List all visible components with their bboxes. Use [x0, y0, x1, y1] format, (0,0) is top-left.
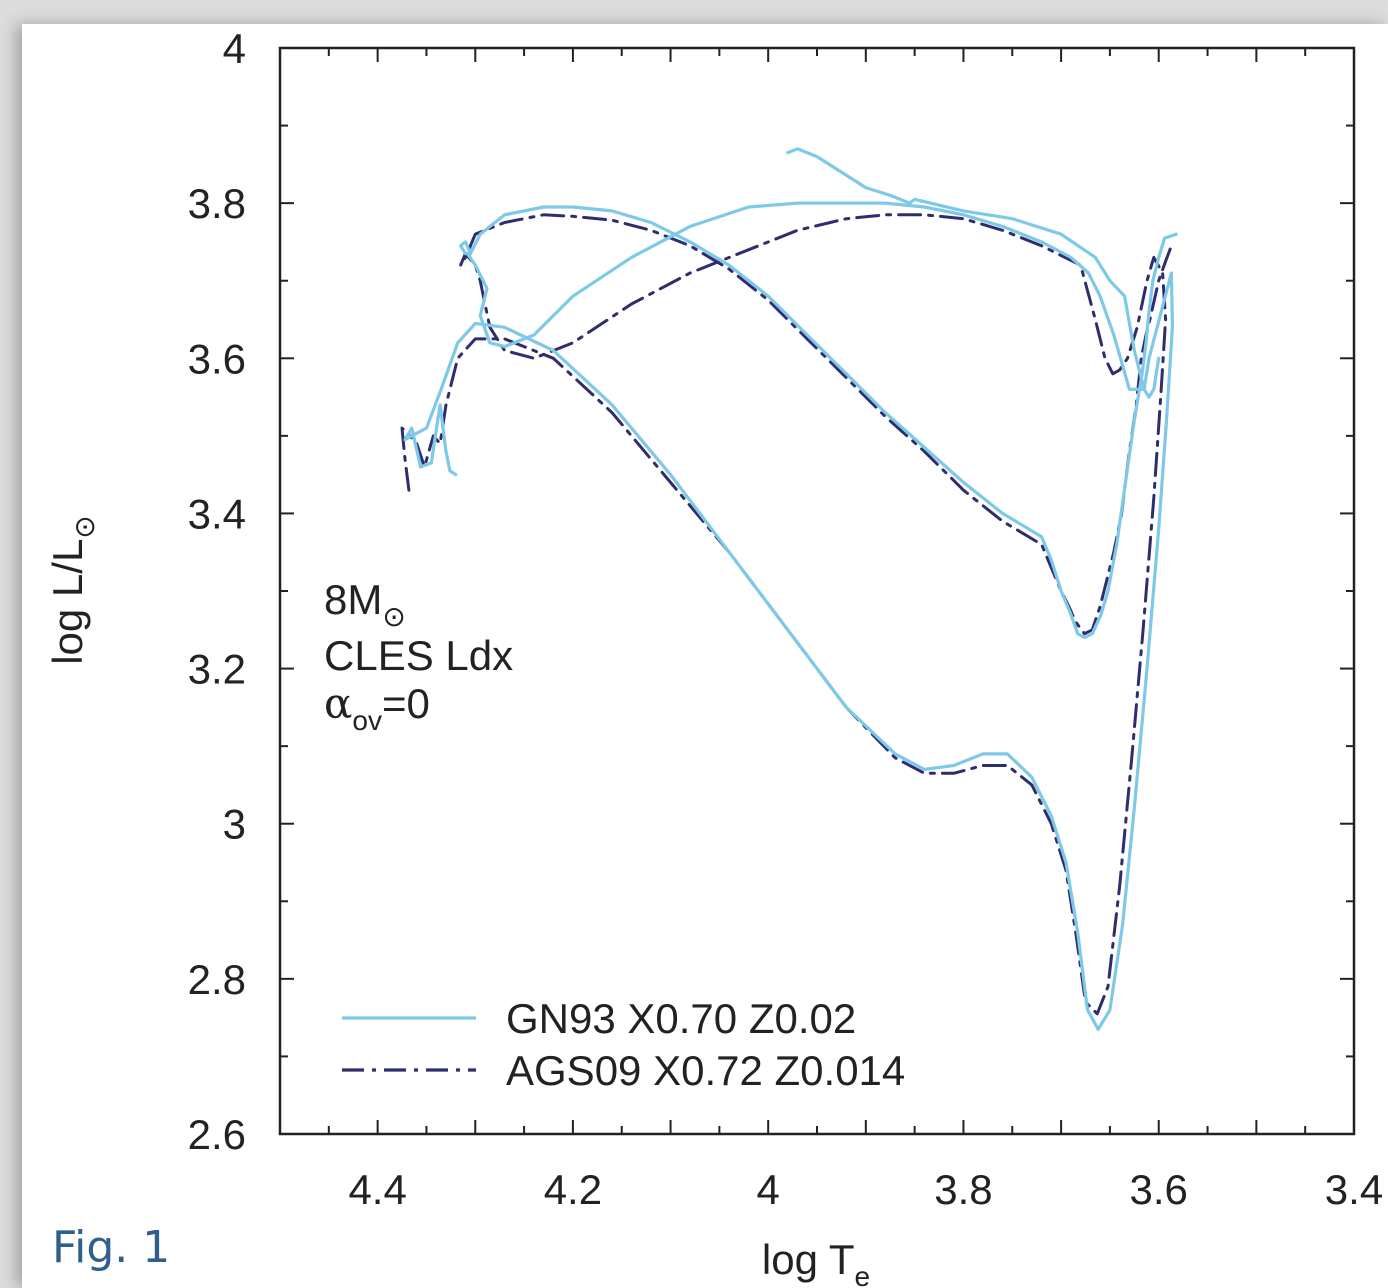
- y-tick-label: 3.8: [188, 180, 246, 227]
- y-tick-label: 3.2: [188, 646, 246, 693]
- x-tick-label: 3.8: [934, 1166, 992, 1213]
- annotation-ov: ov: [352, 705, 382, 736]
- svg-text:8M⊙: 8M⊙: [324, 576, 406, 632]
- figure-label: Fig. 1: [52, 1222, 171, 1273]
- y-tick-label: 2.8: [188, 956, 246, 1003]
- annotation-mass: 8M: [324, 576, 382, 623]
- model-annotation: 8M⊙ CLES Ldx αov=0: [324, 576, 513, 736]
- svg-text:αov=0: αov=0: [324, 679, 430, 736]
- legend-label: AGS09 X0.72 Z0.014: [506, 1047, 905, 1094]
- y-tick-label: 2.6: [188, 1111, 246, 1158]
- x-tick-label: 4: [757, 1166, 780, 1213]
- legend: GN93 X0.70 Z0.02 AGS09 X0.72 Z0.014: [342, 995, 905, 1094]
- x-tick-label: 3.4: [1325, 1166, 1383, 1213]
- plot-frame: [278, 46, 1356, 1136]
- series-line-2: [786, 147, 1161, 399]
- series-line-1: [400, 213, 1173, 1016]
- x-tick-label: 4.2: [544, 1166, 602, 1213]
- annotation-code: CLES Ldx: [324, 632, 513, 679]
- ticks-layer: 4.4 4.2 4 3.8 3.6 3.4 4 3.8 3.6 3.4 3.2 3 2.8 2.6: [188, 25, 1384, 1213]
- x-tick-label: 3.6: [1130, 1166, 1188, 1213]
- series-line-0: [403, 201, 1178, 1031]
- y-tick-label: 3.4: [188, 490, 246, 537]
- x-axis-label: log Te: [762, 1236, 870, 1288]
- x-tick-label: 4.4: [348, 1166, 406, 1213]
- annotation-sun-symbol: ⊙: [382, 601, 405, 632]
- y-tick-label: 3: [223, 801, 246, 848]
- annotation-value: =0: [382, 680, 430, 727]
- y-tick-label: 4: [223, 25, 246, 72]
- y-tick-label: 3.6: [188, 335, 246, 382]
- legend-label: GN93 X0.70 Z0.02: [506, 995, 856, 1042]
- series-layer: [400, 147, 1178, 1031]
- annotation-alpha: α: [324, 679, 352, 728]
- figure-panel: [22, 24, 1388, 1288]
- y-axis-label: log L/L⊙: [44, 515, 100, 665]
